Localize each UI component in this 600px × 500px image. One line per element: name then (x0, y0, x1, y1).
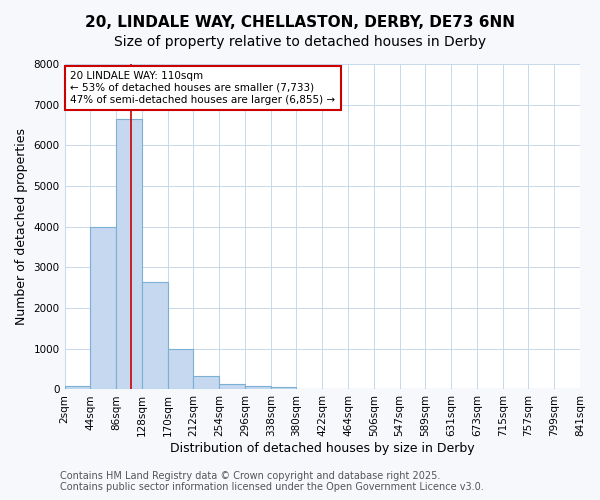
X-axis label: Distribution of detached houses by size in Derby: Distribution of detached houses by size … (170, 442, 475, 455)
Text: 20 LINDALE WAY: 110sqm
← 53% of detached houses are smaller (7,733)
47% of semi-: 20 LINDALE WAY: 110sqm ← 53% of detached… (70, 72, 335, 104)
Bar (245, 386, 271, 390)
Bar (271, 388, 296, 390)
Bar (116, 119, 142, 390)
Bar (167, 349, 193, 390)
Text: 20, LINDALE WAY, CHELLASTON, DERBY, DE73 6NN: 20, LINDALE WAY, CHELLASTON, DERBY, DE73… (85, 15, 515, 30)
Bar (193, 376, 219, 390)
Bar (142, 282, 167, 390)
Y-axis label: Number of detached properties: Number of detached properties (15, 128, 28, 325)
Bar (219, 384, 245, 390)
Bar (65, 386, 91, 390)
Bar (91, 226, 116, 390)
Text: Contains HM Land Registry data © Crown copyright and database right 2025.
Contai: Contains HM Land Registry data © Crown c… (60, 471, 484, 492)
Text: Size of property relative to detached houses in Derby: Size of property relative to detached ho… (114, 35, 486, 49)
